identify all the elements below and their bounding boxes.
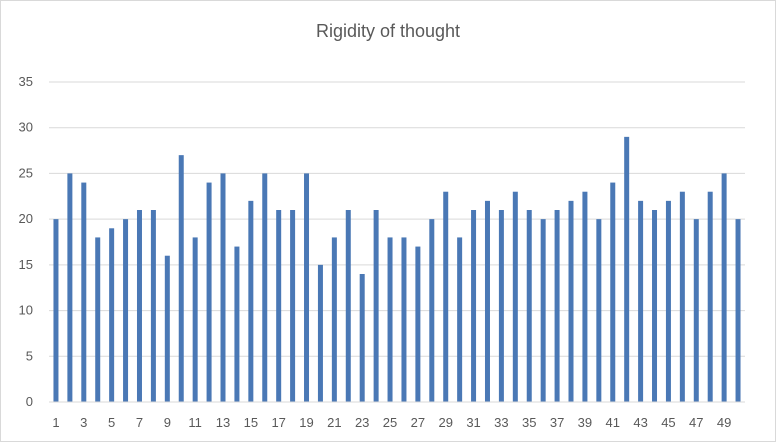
bar	[67, 173, 73, 402]
x-tick-label: 23	[355, 415, 369, 430]
x-tick-label: 9	[164, 415, 171, 430]
chart-title: Rigidity of thought	[315, 21, 461, 41]
bar	[150, 210, 156, 402]
x-tick-label: 19	[299, 415, 313, 430]
x-tick-label: 5	[108, 415, 115, 430]
x-tick-label: 27	[411, 415, 425, 430]
y-tick-label: 20	[19, 211, 33, 226]
bar	[471, 210, 477, 402]
bar	[610, 182, 616, 402]
bar	[582, 191, 588, 402]
y-tick-label: 30	[19, 120, 33, 135]
bar	[540, 219, 546, 402]
x-tick-label: 15	[244, 415, 258, 430]
x-tick-label: 21	[327, 415, 341, 430]
bar	[331, 237, 337, 402]
bar	[721, 173, 727, 402]
y-tick-label: 0	[26, 394, 33, 409]
bar	[568, 200, 574, 402]
bar	[707, 191, 713, 402]
x-tick-label: 17	[271, 415, 285, 430]
x-tick-label: 25	[383, 415, 397, 430]
bar	[304, 173, 310, 402]
y-tick-labels: 0 5 10 15 20 25 30 35	[19, 74, 33, 409]
x-tick-label: 33	[494, 415, 508, 430]
bar	[498, 210, 504, 402]
x-tick-label: 43	[633, 415, 647, 430]
x-tick-label: 1	[52, 415, 59, 430]
x-tick-label: 45	[661, 415, 675, 430]
bar	[693, 219, 699, 402]
bar	[679, 191, 685, 402]
bar	[554, 210, 560, 402]
bar	[317, 264, 323, 402]
bar	[401, 237, 407, 402]
y-tick-label: 25	[19, 165, 33, 180]
x-tick-label: 7	[136, 415, 143, 430]
bar	[123, 219, 129, 402]
bar	[53, 219, 59, 402]
bar	[624, 136, 630, 402]
y-tick-label: 15	[19, 257, 33, 272]
bar	[415, 246, 421, 402]
x-tick-label: 13	[216, 415, 230, 430]
y-tick-label: 35	[19, 74, 33, 89]
bar	[178, 155, 184, 402]
bar	[373, 210, 379, 402]
bar	[652, 210, 658, 402]
bar	[206, 182, 212, 402]
x-tick-label: 37	[550, 415, 564, 430]
bar	[276, 210, 282, 402]
x-tick-label: 31	[466, 415, 480, 430]
bar	[526, 210, 532, 402]
bar	[484, 200, 490, 402]
bar	[665, 200, 671, 402]
bar	[512, 191, 518, 402]
y-tick-label: 5	[26, 348, 33, 363]
x-tick-label: 41	[606, 415, 620, 430]
bar	[387, 237, 393, 402]
bar	[81, 182, 87, 402]
x-tick-label: 47	[689, 415, 703, 430]
x-tick-label: 39	[578, 415, 592, 430]
bars	[53, 136, 741, 402]
bar	[234, 246, 240, 402]
bar	[457, 237, 463, 402]
bar	[248, 200, 254, 402]
bar	[359, 274, 365, 402]
bar	[290, 210, 296, 402]
bar	[345, 210, 351, 402]
bar	[109, 228, 115, 402]
x-tick-label: 3	[80, 415, 87, 430]
bar	[164, 255, 170, 402]
y-tick-label: 10	[19, 303, 33, 318]
bar	[95, 237, 101, 402]
bar	[443, 191, 449, 402]
x-tick-labels: 1 3 5 7 9 11 13 15 17 19 21 23 25 27 29 31 33 35 37 39 41 43 4…	[52, 415, 731, 430]
x-tick-label: 35	[522, 415, 536, 430]
bar	[735, 219, 741, 402]
bar	[220, 173, 226, 402]
x-tick-label: 49	[717, 415, 731, 430]
bar	[596, 219, 602, 402]
bar	[638, 200, 644, 402]
bar	[262, 173, 268, 402]
x-tick-label: 11	[188, 415, 202, 430]
x-tick-label: 29	[438, 415, 452, 430]
bar	[429, 219, 435, 402]
bar	[192, 237, 198, 402]
bar	[136, 210, 142, 402]
